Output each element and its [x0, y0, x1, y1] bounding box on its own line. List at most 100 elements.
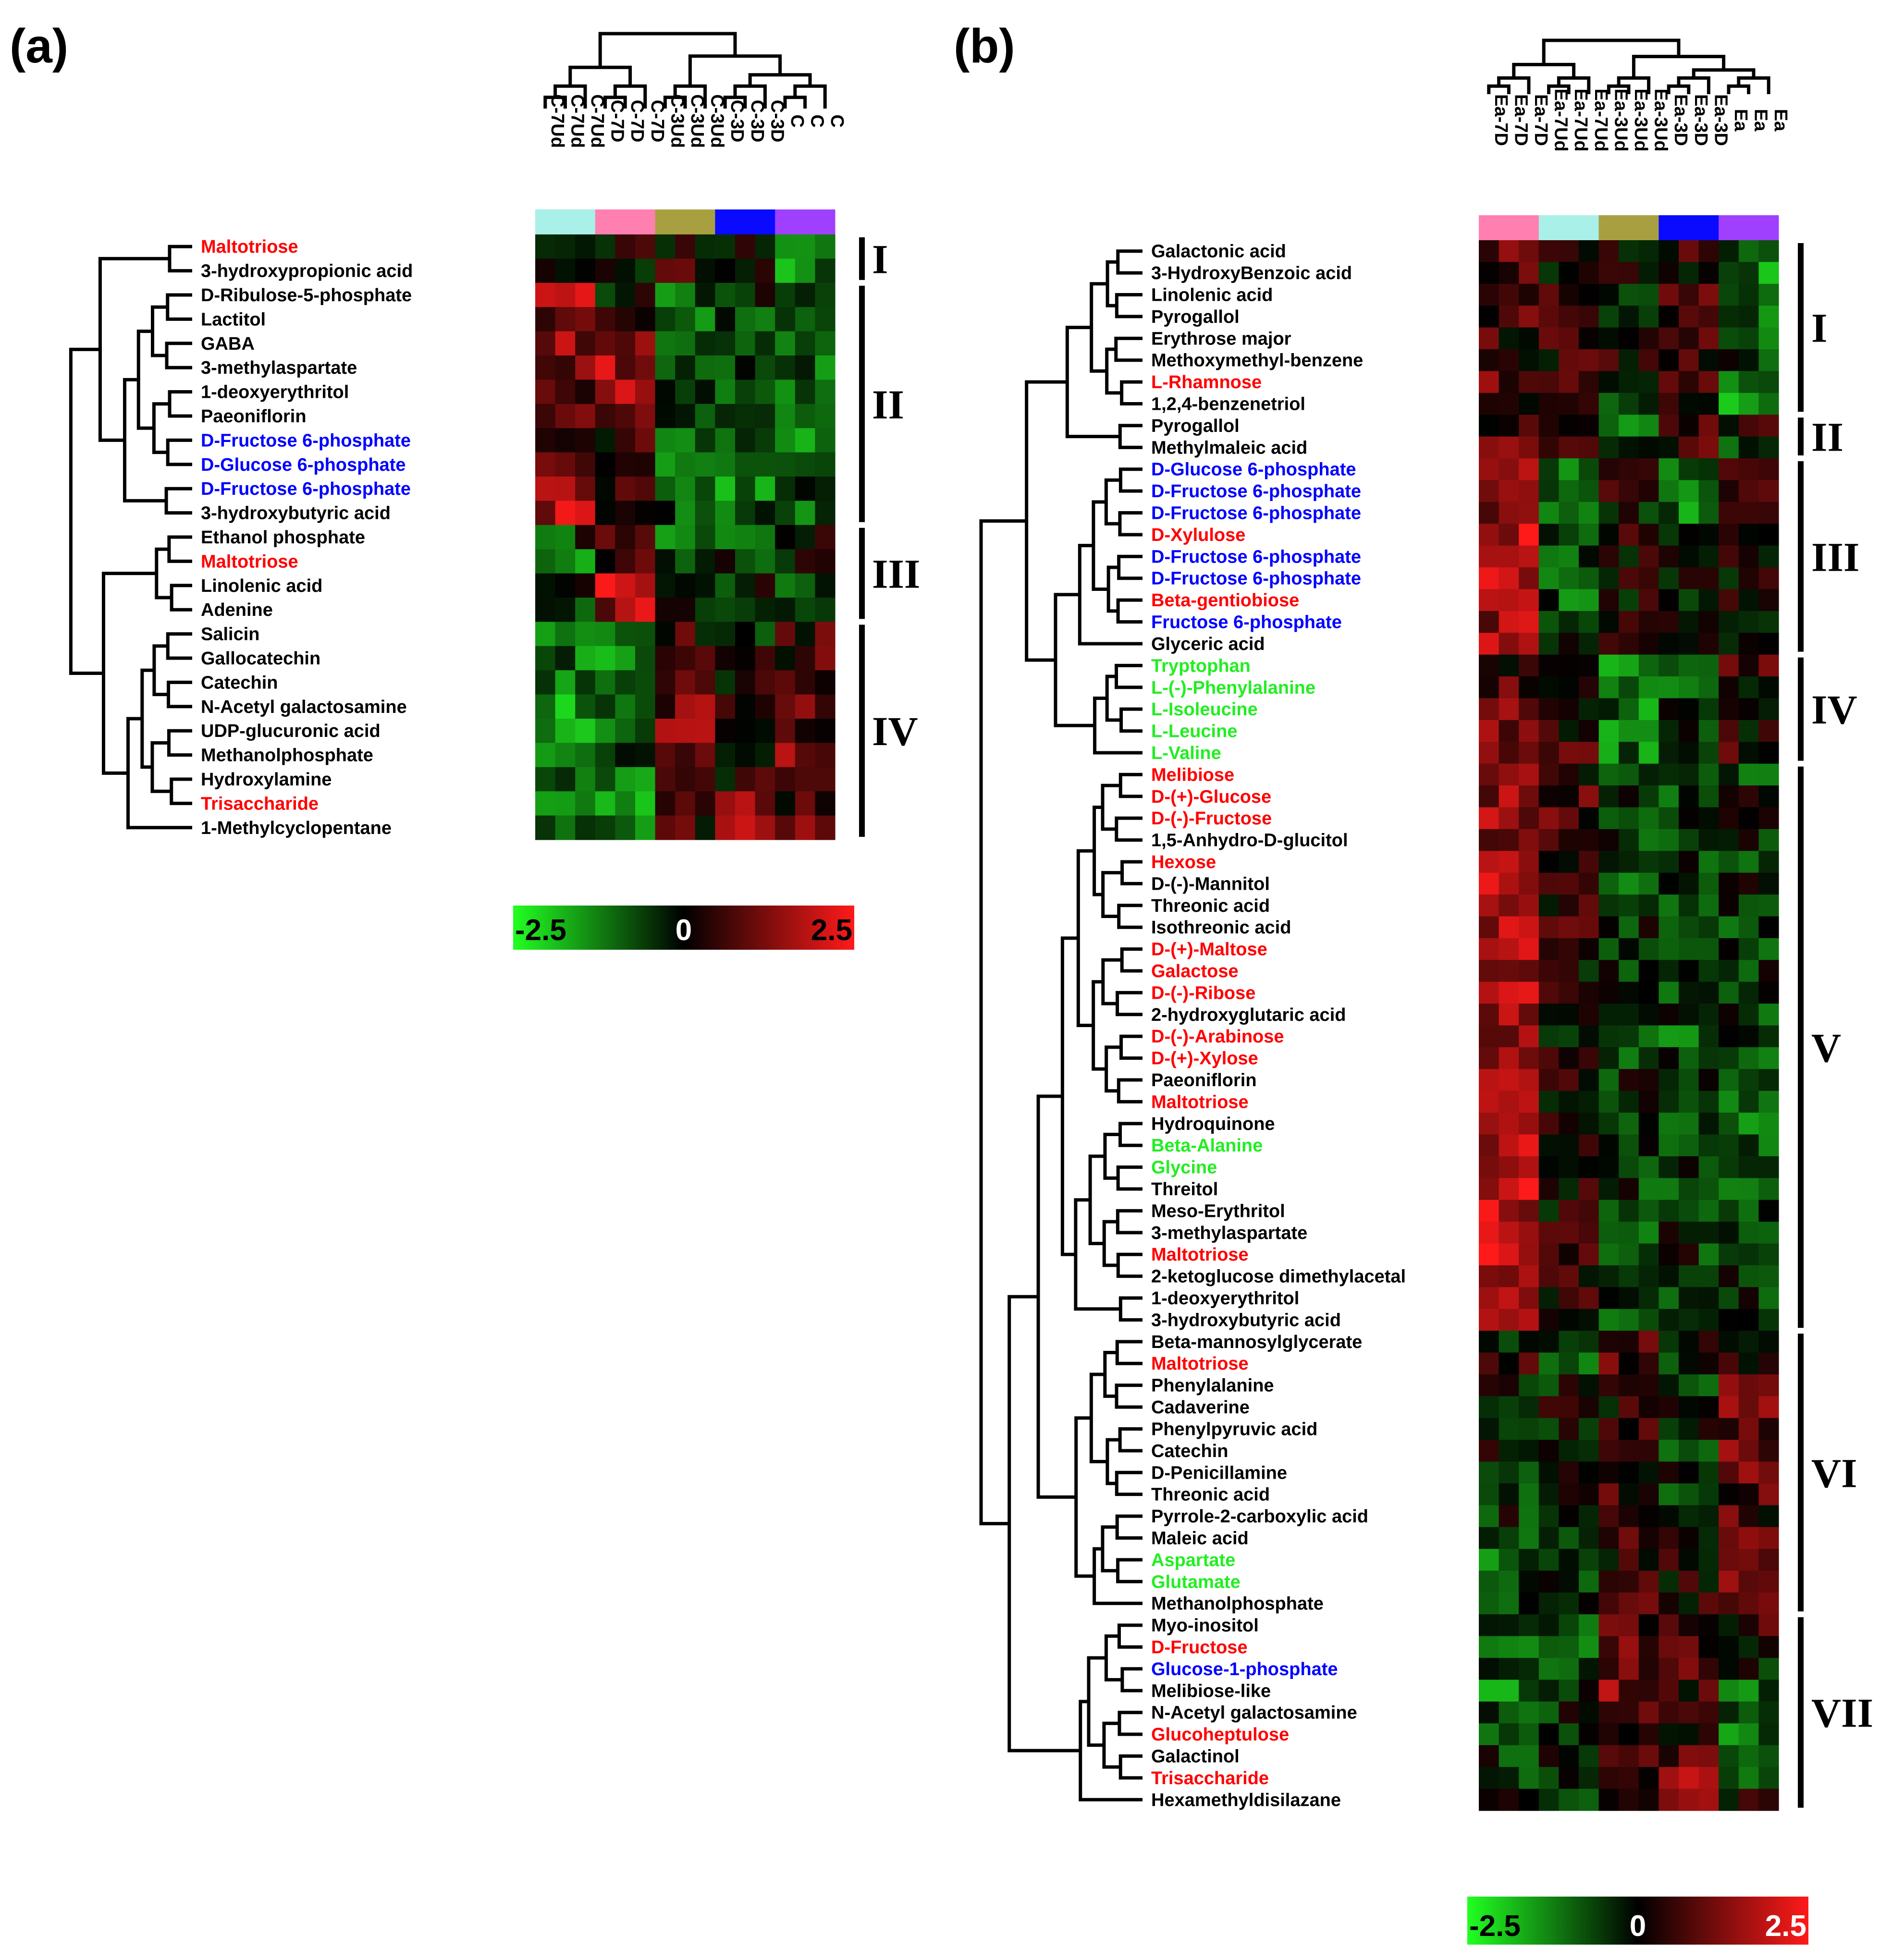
heatmap-cell — [1719, 654, 1739, 677]
heatmap-cell — [555, 525, 576, 550]
heatmap-cell — [1579, 1745, 1599, 1767]
metabolite-label: D-Penicillamine — [1151, 1463, 1287, 1483]
heatmap-cell — [1758, 916, 1779, 939]
heatmap-cell — [1598, 1767, 1619, 1789]
heatmap-cell — [795, 282, 815, 307]
heatmap-cell — [1638, 1287, 1659, 1310]
heatmap-cell — [1719, 1592, 1739, 1615]
heatmap-cell — [1679, 349, 1699, 372]
heatmap-cell — [1538, 589, 1559, 612]
heatmap-cell — [575, 646, 596, 671]
heatmap-cell — [1659, 720, 1679, 742]
heatmap-cell — [735, 307, 756, 332]
heatmap-cell — [1538, 1265, 1559, 1287]
heatmap-cell — [1679, 1701, 1699, 1724]
heatmap-cell — [1538, 1745, 1559, 1767]
heatmap-cell — [1738, 1788, 1759, 1811]
metabolite-label: Trisaccharide — [1151, 1768, 1269, 1788]
heatmap-cell — [1679, 240, 1699, 263]
metabolite-label: 3-HydroxyBenzoic acid — [1151, 263, 1352, 283]
heatmap-cell — [1679, 371, 1699, 393]
heatmap-cell — [1679, 960, 1699, 982]
heatmap-cell — [1659, 567, 1679, 590]
heatmap-cell — [1638, 1178, 1659, 1200]
heatmap-cell — [1499, 480, 1519, 502]
heatmap-cell — [1519, 1701, 1539, 1724]
heatmap-cell — [1738, 392, 1759, 415]
heatmap-cell — [1519, 1069, 1539, 1091]
heatmap-cell — [615, 452, 636, 477]
heatmap-cell — [1659, 1352, 1679, 1375]
heatmap-cell — [755, 646, 775, 671]
heatmap-cell — [735, 670, 756, 695]
heatmap-cell — [1499, 1723, 1519, 1746]
heatmap-cell — [635, 694, 656, 719]
cluster-label: V — [1811, 1025, 1841, 1071]
heatmap-cell — [1519, 1658, 1539, 1680]
heatmap-cell — [1479, 960, 1499, 982]
heatmap-cell — [1579, 1549, 1599, 1571]
heatmap-cell — [1579, 1701, 1599, 1724]
heatmap-cell — [1638, 349, 1659, 372]
heatmap-cell — [1679, 1200, 1699, 1222]
heatmap-cell — [1598, 327, 1619, 350]
heatmap-cell — [1479, 1069, 1499, 1091]
heatmap-cell — [1719, 763, 1739, 786]
heatmap-cell — [755, 719, 775, 743]
heatmap-cell — [1698, 785, 1719, 808]
cluster-label: II — [1811, 414, 1843, 460]
heatmap-cell — [1758, 851, 1779, 873]
panel-b: (b) Ea-7D Ea-7D Ea-7D Ea-7Ud Ea-7Ud Ea-7Ud Ea-… — [954, 19, 1873, 1945]
heatmap-cell — [1619, 1701, 1639, 1724]
heatmap-cell — [1619, 1723, 1639, 1746]
heatmap-cell — [1638, 1745, 1659, 1767]
heatmap-cell — [635, 743, 656, 768]
heatmap-cell — [1719, 415, 1739, 437]
panel-a: (a) C-7Ud C-7Ud C-7Ud C-7D C-7D C-7D C-3Ud C-3U… — [10, 19, 920, 950]
heatmap-cell — [1638, 1331, 1659, 1353]
heatmap-cell — [1679, 807, 1699, 830]
metabolite-label: Galactose — [1151, 961, 1239, 981]
metabolite-label: Isothreonic acid — [1151, 918, 1291, 938]
heatmap-cell — [715, 694, 736, 719]
heatmap-cell — [1738, 1178, 1759, 1200]
heatmap-cell — [1598, 851, 1619, 873]
heatmap-cell — [1659, 327, 1679, 350]
column-dendrogram-a — [543, 32, 827, 109]
heatmap-cell — [1619, 283, 1639, 306]
heatmap-cell — [715, 525, 736, 550]
heatmap-cell — [635, 815, 656, 840]
heatmap-cell — [1559, 938, 1579, 960]
heatmap-cell — [1738, 1505, 1759, 1528]
heatmap-cell — [1579, 633, 1599, 655]
heatmap-cell — [535, 525, 556, 550]
heatmap-cell — [1659, 1265, 1679, 1287]
heatmap-cell — [1738, 1004, 1759, 1026]
column-group-swatch — [1598, 215, 1659, 241]
heatmap-cell — [1538, 1374, 1559, 1396]
heatmap-cell — [1758, 872, 1779, 895]
heatmap-cell — [1679, 1505, 1699, 1528]
heatmap-cell — [735, 331, 756, 356]
heatmap-cell — [615, 307, 636, 332]
heatmap-cell — [1598, 589, 1619, 612]
heatmap-cell — [595, 428, 615, 453]
scale-min-label: -2.5 — [515, 914, 566, 947]
heatmap-cell — [715, 791, 736, 816]
heatmap-cell — [1719, 720, 1739, 742]
heatmap-cell — [615, 477, 636, 501]
heatmap-cell — [535, 258, 556, 283]
heatmap-cell — [1758, 785, 1779, 808]
heatmap-cell — [1559, 1745, 1579, 1767]
heatmap-cell — [1698, 1374, 1719, 1396]
heatmap-cell — [1659, 1549, 1679, 1571]
heatmap-cell — [1659, 1592, 1679, 1615]
heatmap-cell — [1758, 1788, 1779, 1811]
heatmap-cell — [1519, 1047, 1539, 1069]
heatmap-cell — [575, 282, 596, 307]
heatmap-cell — [1679, 1658, 1699, 1680]
heatmap-cell — [1579, 1352, 1599, 1375]
heatmap-cell — [1619, 458, 1639, 481]
heatmap-cell — [1738, 1243, 1759, 1266]
heatmap-cell — [1579, 763, 1599, 786]
